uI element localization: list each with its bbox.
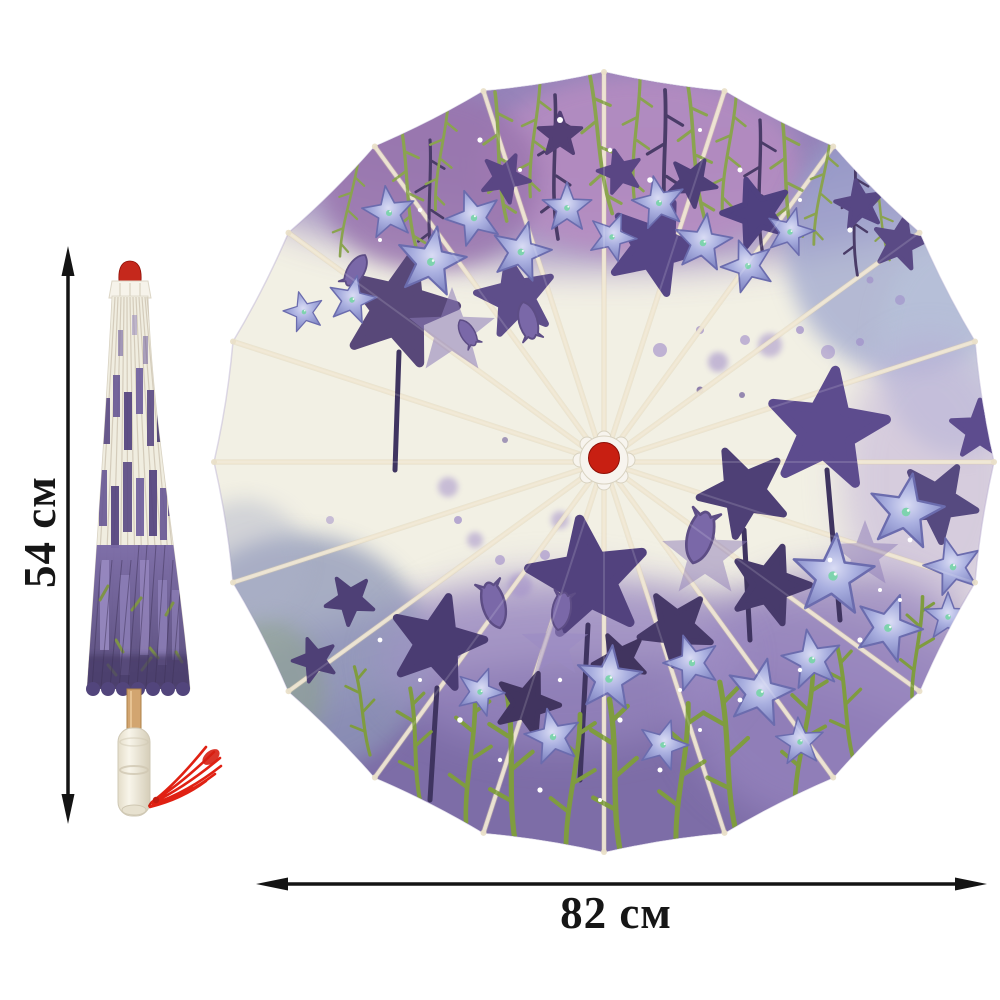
width-dimension — [256, 877, 987, 891]
arrow-left-icon — [256, 877, 288, 891]
open-umbrella — [211, 69, 997, 855]
handle — [117, 727, 151, 817]
arrow-up-icon — [61, 246, 75, 276]
hub-red-button — [588, 442, 620, 474]
rib-tips — [211, 69, 997, 855]
height-dimension — [61, 246, 75, 824]
width-dimension-label: 82 см — [560, 888, 672, 938]
sparkle-dots — [377, 117, 913, 802]
wood-shaft — [126, 688, 142, 731]
red-tip — [118, 260, 142, 282]
folded-canopy-print — [87, 296, 190, 689]
height-dimension-label: 54 см — [15, 476, 65, 588]
closed-umbrella — [86, 260, 223, 817]
arrow-down-icon — [61, 794, 75, 824]
canopy-scallops — [86, 682, 190, 696]
tassel — [148, 745, 223, 809]
arrow-right-icon — [955, 877, 987, 891]
hub — [572, 430, 636, 491]
